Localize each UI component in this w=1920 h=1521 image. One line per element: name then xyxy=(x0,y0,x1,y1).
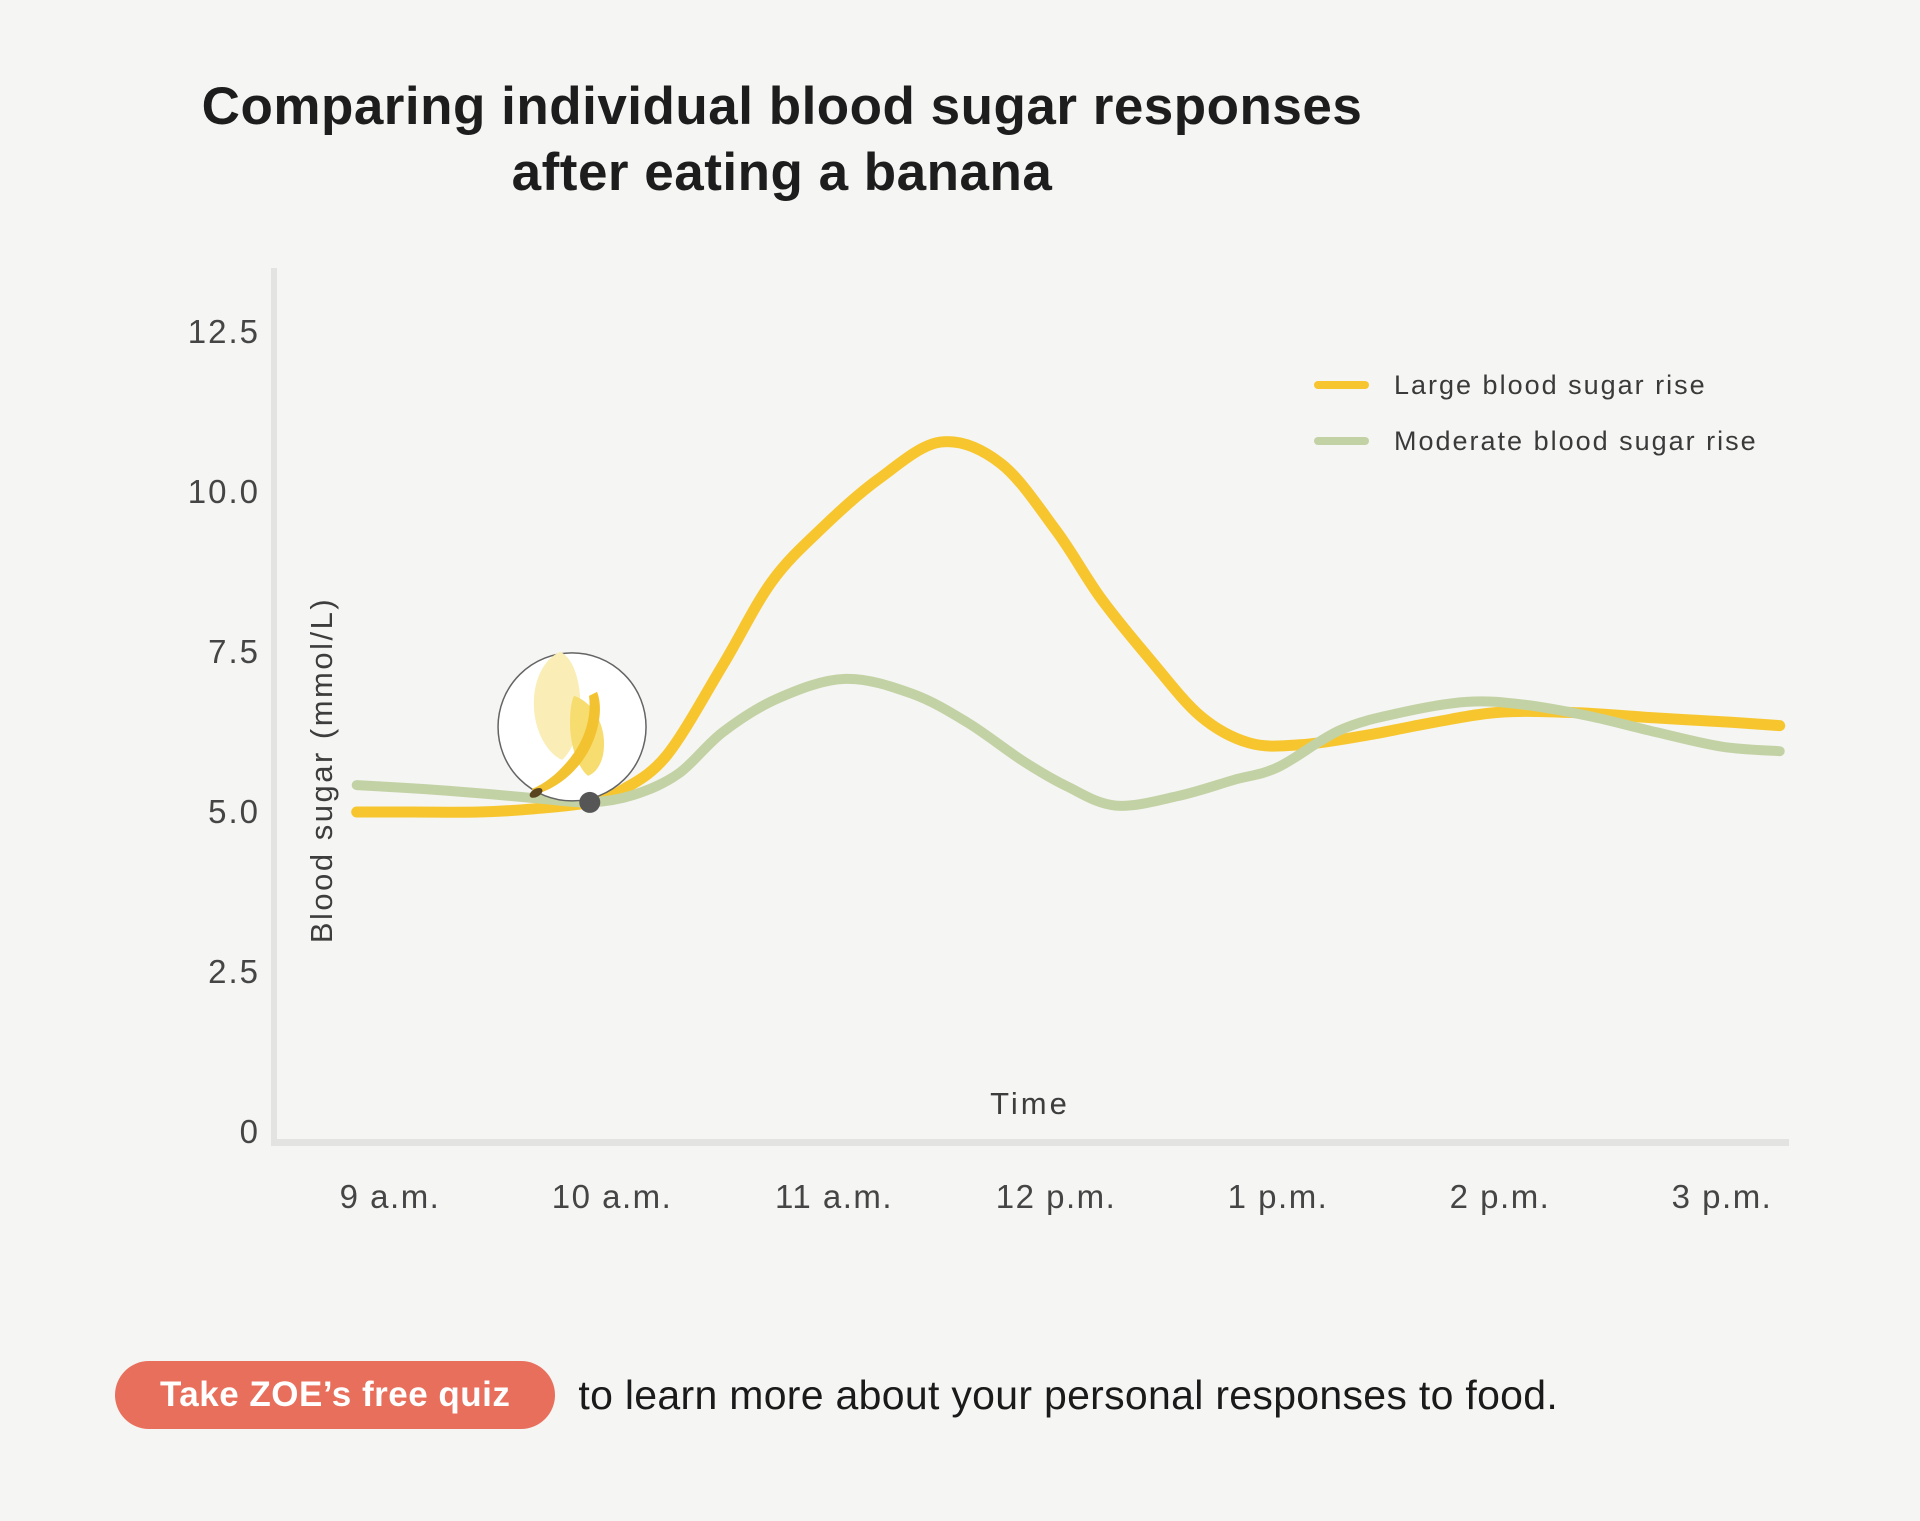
y-tick-label: 10.0 xyxy=(187,473,260,510)
cta-text: to learn more about your personal respon… xyxy=(578,1371,1559,1418)
x-tick-label: 3 p.m. xyxy=(1671,1178,1773,1215)
x-tick-label: 11 a.m. xyxy=(774,1178,894,1215)
x-axis-title: Time xyxy=(990,1086,1070,1121)
legend: Large blood sugar rise Moderate blood sug… xyxy=(1314,368,1758,458)
y-tick-label: 5.0 xyxy=(208,793,260,830)
chart-title-line2: after eating a banana xyxy=(511,143,1053,202)
legend-item: Moderate blood sugar rise xyxy=(1314,424,1758,458)
y-tick-label: 2.5 xyxy=(208,953,260,990)
take-quiz-button[interactable]: Take ZOE’s free quiz xyxy=(115,1361,556,1429)
chart-title-line1: Comparing individual blood sugar respons… xyxy=(201,77,1363,136)
y-axis-line xyxy=(271,268,277,1146)
chart-title: Comparing individual blood sugar respons… xyxy=(0,74,1564,206)
legend-label: Moderate blood sugar rise xyxy=(1394,425,1758,456)
legend-label: Large blood sugar rise xyxy=(1394,369,1707,400)
legend-swatch xyxy=(1314,437,1369,445)
x-tick-label: 2 p.m. xyxy=(1449,1178,1551,1215)
x-tick-label: 10 a.m. xyxy=(551,1178,673,1215)
y-tick-label: 12.5 xyxy=(187,313,260,350)
x-tick-label: 1 p.m. xyxy=(1227,1178,1329,1215)
y-tick-label: 7.5 xyxy=(208,633,260,670)
banana-tip xyxy=(529,787,543,798)
banana-fruit xyxy=(532,691,600,795)
banana-peel-back xyxy=(533,651,581,760)
legend-item: Large blood sugar rise xyxy=(1314,368,1758,402)
banana-eaten-dot xyxy=(579,791,601,813)
y-axis-title: Blood sugar (mmol/L) xyxy=(304,596,339,944)
x-tick-label: 12 p.m. xyxy=(995,1178,1117,1215)
banana-icon xyxy=(529,651,605,798)
banana-annotation xyxy=(497,651,647,802)
x-axis-line xyxy=(271,1139,1789,1146)
y-tick-label: 0 xyxy=(239,1113,260,1150)
cta-row: Take ZOE’s free quiz to learn more about… xyxy=(115,1361,1558,1429)
x-tick-label: 9 a.m. xyxy=(339,1178,441,1215)
legend-swatch xyxy=(1314,381,1369,389)
